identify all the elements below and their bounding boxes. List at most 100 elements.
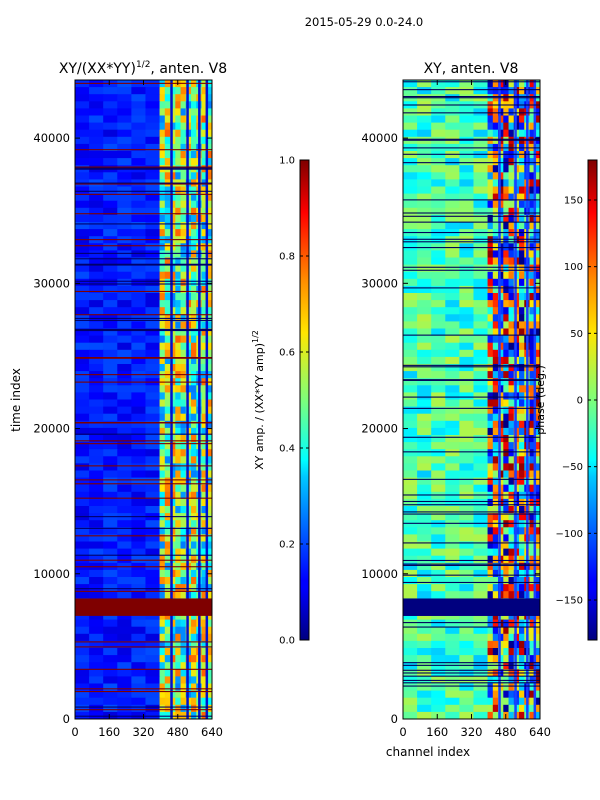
heatmap-cell xyxy=(75,280,212,282)
heatmap-cell xyxy=(473,307,489,315)
heatmap-cell xyxy=(206,640,212,649)
heatmap-cell xyxy=(529,420,536,429)
heatmap-cell xyxy=(75,588,212,590)
heatmap-cell xyxy=(492,477,499,486)
heatmap-cell xyxy=(473,179,489,188)
heatmap-cell xyxy=(445,335,460,344)
heatmap-cell xyxy=(445,413,460,422)
heatmap-cell xyxy=(164,655,171,663)
heatmap-cell xyxy=(473,498,489,507)
heatmap-cell xyxy=(164,200,171,209)
heatmap-cell xyxy=(473,122,489,131)
heatmap-cell xyxy=(201,108,208,117)
heatmap-cell xyxy=(508,442,515,450)
heatmap-cell xyxy=(117,293,132,301)
heatmap-cell xyxy=(206,108,212,117)
heatmap-cell xyxy=(473,285,489,294)
heatmap-cell xyxy=(445,420,460,429)
heatmap-cell xyxy=(529,413,536,422)
heatmap-cell xyxy=(529,392,536,401)
heatmap-cell xyxy=(403,379,540,381)
heatmap-cell xyxy=(191,619,197,628)
heatmap-cell xyxy=(180,640,187,649)
heatmap-cell xyxy=(206,271,212,280)
heatmap-cell xyxy=(487,619,494,628)
heatmap-cell xyxy=(206,136,212,145)
heatmap-cell xyxy=(492,278,499,287)
heatmap-cell xyxy=(534,364,540,372)
heatmap-cell xyxy=(459,328,475,337)
heatmap-cell xyxy=(164,257,171,266)
heatmap-cell xyxy=(145,278,161,287)
heatmap-cell xyxy=(170,136,176,145)
heatmap-cell xyxy=(431,115,446,124)
heatmap-cell xyxy=(508,392,515,401)
heatmap-cell xyxy=(175,662,182,670)
heatmap-cell xyxy=(180,498,187,507)
heatmap-cell xyxy=(473,534,489,543)
heatmap-cell xyxy=(473,619,489,628)
heatmap-cell xyxy=(473,335,489,344)
heatmap-cell xyxy=(170,328,176,337)
heatmap-cell xyxy=(534,80,540,88)
amplitude-colorbar-tick-label: 0.0 xyxy=(279,636,295,647)
heatmap-cell xyxy=(492,264,499,273)
heatmap-cell xyxy=(459,200,475,209)
heatmap-cell xyxy=(103,442,118,450)
heatmap-cell xyxy=(403,672,540,674)
heatmap-cell xyxy=(89,619,104,628)
heatmap-cell xyxy=(403,504,540,506)
heatmap-cell xyxy=(492,80,499,88)
heatmap-cell xyxy=(492,442,499,450)
heatmap-cell xyxy=(445,222,460,230)
heatmap-cell xyxy=(403,662,540,664)
heatmap-cell xyxy=(145,690,161,699)
heatmap-cell xyxy=(487,584,494,592)
heatmap-cell xyxy=(103,243,118,251)
heatmap-cell xyxy=(170,385,176,393)
heatmap-cell xyxy=(145,577,161,585)
heatmap-cell xyxy=(498,506,504,514)
heatmap-cell xyxy=(529,548,536,557)
heatmap-cell xyxy=(534,527,540,535)
heatmap-cell xyxy=(519,470,525,479)
heatmap-cell xyxy=(445,158,460,166)
heatmap-cell xyxy=(431,314,446,322)
heatmap-cell xyxy=(431,399,446,408)
heatmap-cell xyxy=(131,364,147,372)
heatmap-cell xyxy=(459,513,475,521)
heatmap-cell xyxy=(206,704,212,713)
heatmap-cell xyxy=(529,690,536,699)
heatmap-cell xyxy=(403,559,540,562)
heatmap-cell xyxy=(180,491,187,500)
heatmap-cell xyxy=(175,335,182,344)
heatmap-cell xyxy=(170,640,176,649)
heatmap-cell xyxy=(492,456,499,464)
heatmap-cell xyxy=(459,584,475,592)
heatmap-cell xyxy=(519,577,525,585)
heatmap-cell xyxy=(534,491,540,500)
heatmap-cell xyxy=(75,166,212,168)
heatmap-cell xyxy=(473,633,489,642)
heatmap-cell xyxy=(487,115,494,124)
heatmap-cell xyxy=(529,704,536,713)
heatmap-cell xyxy=(89,122,104,131)
heatmap-cell xyxy=(206,122,212,131)
heatmap-cell xyxy=(117,569,132,578)
heatmap-cell xyxy=(75,420,90,429)
heatmap-cell xyxy=(117,300,132,308)
heatmap-cell xyxy=(445,477,460,486)
heatmap-cell xyxy=(519,342,525,351)
heatmap-cell xyxy=(445,186,460,195)
heatmap-cell xyxy=(529,328,536,337)
heatmap-cell xyxy=(503,420,510,429)
heatmap-cell xyxy=(534,293,540,301)
heatmap-cell xyxy=(498,420,504,429)
heatmap-cell xyxy=(89,612,104,621)
heatmap-cell xyxy=(164,193,171,202)
heatmap-cell xyxy=(206,300,212,308)
heatmap-cell xyxy=(508,506,515,514)
heatmap-cell xyxy=(159,427,166,436)
heatmap-cell xyxy=(492,591,499,599)
